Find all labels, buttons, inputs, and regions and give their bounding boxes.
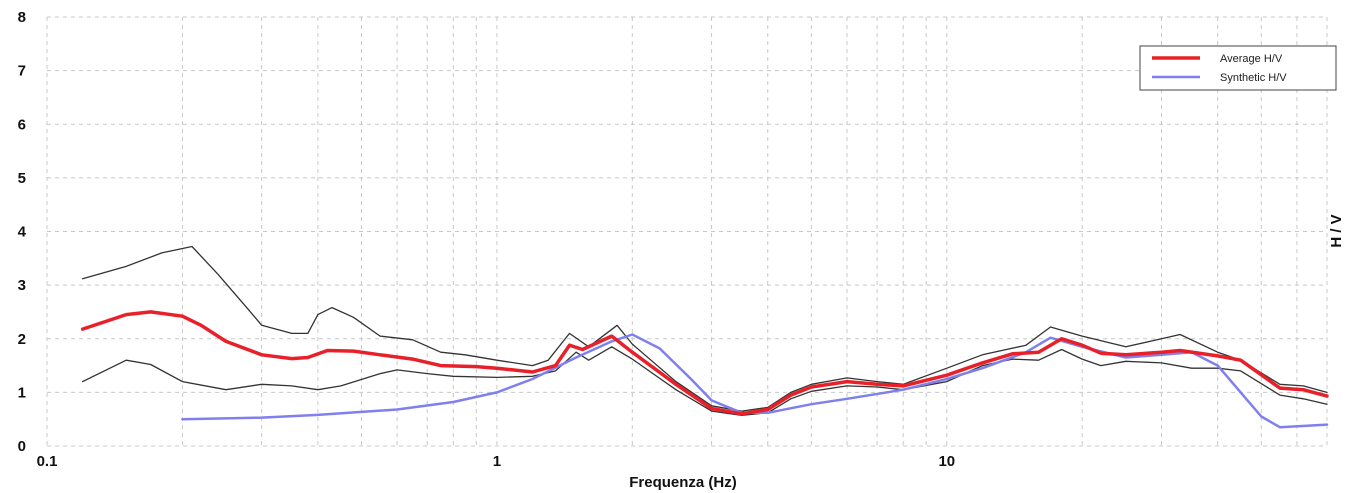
series-group	[80, 245, 1329, 429]
legend-box	[1139, 45, 1337, 91]
x-tick-label: 1	[493, 453, 501, 470]
legend-label: Synthetic H/V	[1220, 72, 1287, 84]
grid	[46, 16, 1328, 447]
x-axis-label: Frequenza (Hz)	[629, 474, 737, 491]
x-tick-label: 0.1	[37, 453, 58, 470]
y-tick-label: 4	[18, 224, 27, 241]
y-tick-label: 8	[18, 9, 26, 26]
y-tick-label: 5	[18, 170, 26, 187]
y-tick-label: 7	[18, 63, 26, 80]
y-tick-label: 3	[18, 277, 26, 294]
y-tick-label: 0	[18, 438, 26, 455]
x-tick-labels: 0.1 1 10	[37, 453, 956, 470]
y-tick-labels: 0 1 2 3 4 5 6 7 8	[18, 9, 27, 455]
y-tick-label: 2	[18, 331, 26, 348]
y-tick-label: 1	[18, 384, 26, 401]
legend-label: Average H/V	[1220, 53, 1283, 65]
x-tick-label: 10	[938, 453, 955, 470]
series-line-upper-bound	[81, 245, 1328, 412]
y-axis-label: H / V	[1328, 214, 1345, 247]
series-line-average-hv	[80, 310, 1329, 416]
legend: Average H/V Synthetic H/V	[1139, 45, 1337, 91]
y-tick-label: 6	[18, 116, 26, 133]
series-line-lower-bound	[81, 346, 1328, 417]
